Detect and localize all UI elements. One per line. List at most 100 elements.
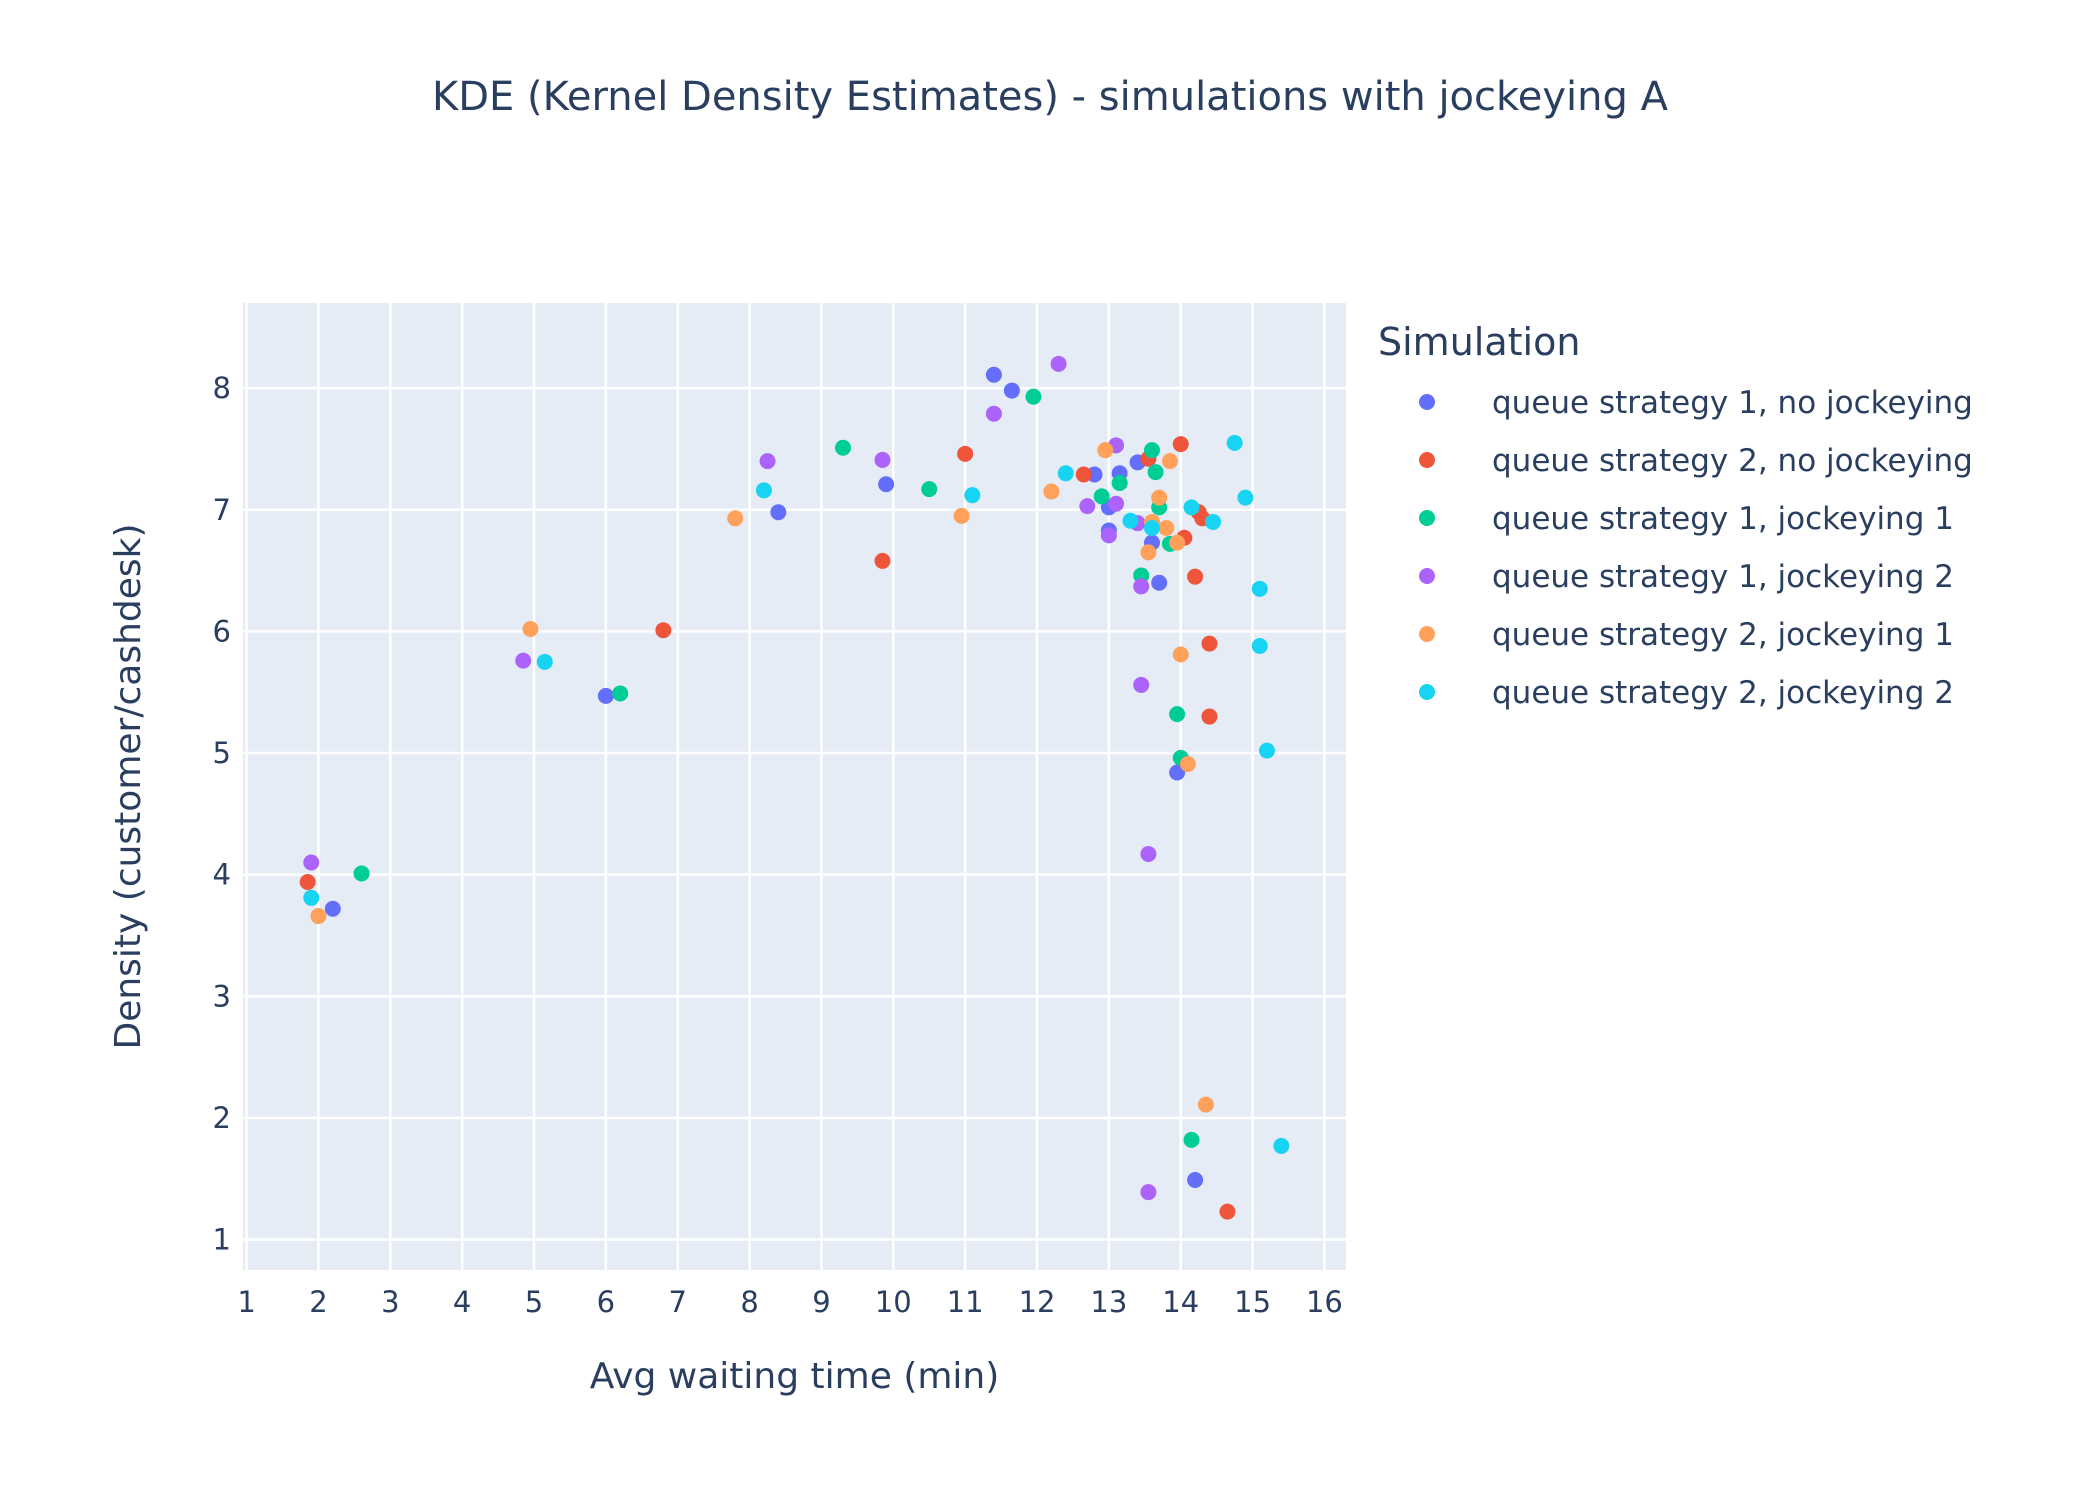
legend-label: queue strategy 2, jockeying 2	[1492, 675, 1954, 711]
data-point	[597, 687, 614, 704]
series-3	[353, 388, 1200, 1148]
data-point	[1197, 1096, 1214, 1113]
y-tick-label: 7	[213, 493, 231, 527]
data-point	[1161, 453, 1178, 470]
data-point	[1226, 434, 1243, 451]
legend-marker	[1419, 568, 1435, 584]
data-point	[303, 854, 320, 871]
data-point	[1143, 520, 1160, 537]
y-tick-label: 3	[213, 979, 231, 1013]
legend-marker	[1419, 510, 1435, 526]
x-tick-label: 12	[1019, 1285, 1056, 1319]
data-point	[1179, 755, 1196, 772]
data-point	[1172, 436, 1189, 453]
legend-item[interactable]: queue strategy 1, no jockeying	[1419, 385, 1973, 421]
data-point	[759, 453, 776, 470]
data-point	[1050, 355, 1067, 372]
x-tick-label: 15	[1234, 1285, 1271, 1319]
data-point	[1122, 512, 1139, 529]
data-point	[985, 366, 1002, 383]
data-point	[310, 908, 327, 925]
data-point	[303, 889, 320, 906]
x-tick-label: 2	[309, 1285, 327, 1319]
data-point	[299, 873, 316, 890]
data-point	[1258, 742, 1275, 759]
x-tick-label: 13	[1090, 1285, 1127, 1319]
data-point	[1219, 1203, 1236, 1220]
legend-item[interactable]: queue strategy 2, jockeying 1	[1419, 617, 1954, 653]
data-point	[1133, 567, 1150, 584]
legend-label: queue strategy 1, no jockeying	[1492, 385, 1973, 421]
data-point	[1183, 499, 1200, 516]
legend-marker	[1419, 626, 1435, 642]
data-point	[1201, 635, 1218, 652]
x-tick-label: 4	[453, 1285, 471, 1319]
data-point	[874, 451, 891, 468]
x-tick-label: 7	[669, 1285, 687, 1319]
data-point	[1111, 475, 1128, 492]
x-tick-label: 1	[237, 1285, 255, 1319]
legend-item[interactable]: queue strategy 2, jockeying 2	[1419, 675, 1954, 711]
data-point	[1187, 568, 1204, 585]
legend-marker	[1419, 394, 1435, 410]
data-point	[1169, 534, 1186, 551]
data-point	[1140, 1184, 1157, 1201]
data-point	[1140, 544, 1157, 561]
data-point	[1151, 489, 1168, 506]
x-axis-ticks: 1 2 3 4 5 6 7 8 9 10 11 12 13 14 15 16	[237, 1285, 1343, 1319]
y-tick-label: 4	[213, 858, 231, 892]
data-point	[515, 652, 532, 669]
data-point	[1151, 574, 1168, 591]
y-tick-label: 8	[213, 371, 231, 405]
data-point	[1172, 646, 1189, 663]
data-point	[1133, 676, 1150, 693]
series-6	[303, 434, 1290, 1154]
data-point	[1100, 527, 1117, 544]
data-point	[835, 439, 852, 456]
data-point	[655, 622, 672, 639]
x-tick-label: 6	[597, 1285, 615, 1319]
x-tick-label: 11	[947, 1285, 984, 1319]
data-point	[1201, 708, 1218, 725]
x-tick-label: 3	[381, 1285, 399, 1319]
data-point	[1075, 466, 1092, 483]
data-point	[878, 476, 895, 493]
data-point	[1169, 706, 1186, 723]
data-point	[522, 620, 539, 637]
data-point	[985, 405, 1002, 422]
data-point	[1043, 483, 1060, 500]
legend-label: queue strategy 1, jockeying 1	[1492, 501, 1954, 537]
legend-label: queue strategy 1, jockeying 2	[1492, 559, 1954, 595]
data-point	[1093, 488, 1110, 505]
legend-marker	[1419, 684, 1435, 700]
data-points	[299, 355, 1290, 1220]
data-point	[957, 445, 974, 462]
legend-title: Simulation	[1378, 320, 1580, 364]
data-point	[1143, 442, 1160, 459]
data-point	[953, 507, 970, 524]
chart-title: KDE (Kernel Density Estimates) - simulat…	[432, 74, 1669, 120]
legend-item[interactable]: queue strategy 2, no jockeying	[1419, 443, 1973, 479]
x-tick-label: 9	[812, 1285, 830, 1319]
series-1	[324, 366, 1204, 1188]
data-point	[1158, 520, 1175, 537]
x-tick-label: 10	[875, 1285, 912, 1319]
legend-item[interactable]: queue strategy 1, jockeying 2	[1419, 559, 1954, 595]
x-tick-label: 8	[740, 1285, 758, 1319]
data-point	[1003, 382, 1020, 399]
data-point	[1205, 513, 1222, 530]
data-point	[1251, 638, 1268, 655]
gridlines	[243, 303, 1346, 1270]
legend-item[interactable]: queue strategy 1, jockeying 1	[1419, 501, 1954, 537]
x-tick-label: 5	[525, 1285, 543, 1319]
y-tick-label: 1	[213, 1223, 231, 1257]
data-point	[874, 552, 891, 569]
x-tick-label: 14	[1162, 1285, 1199, 1319]
x-axis-title: Avg waiting time (min)	[590, 1356, 1000, 1397]
data-point	[612, 685, 629, 702]
data-point	[727, 510, 744, 527]
data-point	[1079, 498, 1096, 515]
legend-label: queue strategy 2, no jockeying	[1492, 443, 1973, 479]
data-point	[1237, 489, 1254, 506]
